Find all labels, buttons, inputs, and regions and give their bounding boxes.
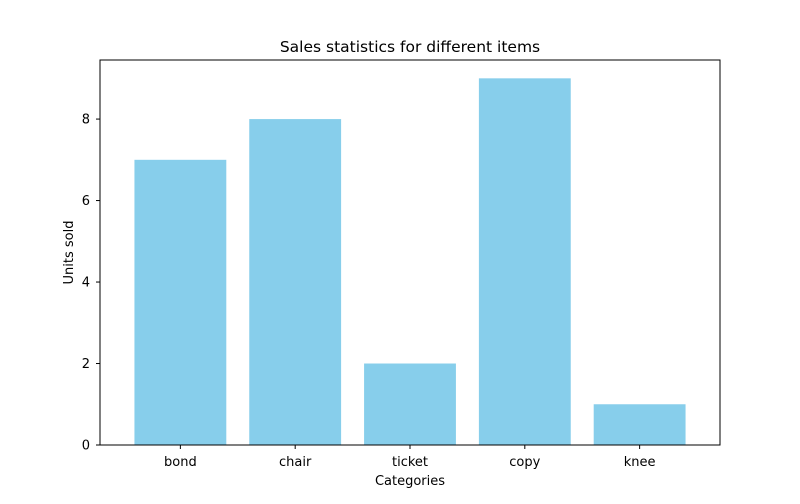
- y-tick-label: 6: [82, 194, 90, 209]
- x-axis-label: Categories: [375, 474, 445, 489]
- bar-ticket: [364, 363, 456, 445]
- x-axis-ticks: bond chair ticket copy knee: [164, 445, 656, 470]
- y-tick-label: 2: [82, 357, 90, 372]
- bar-knee: [593, 404, 686, 445]
- y-axis-label: Units sold: [62, 221, 77, 285]
- bars-group: [134, 78, 686, 446]
- plot-frame: [99, 59, 721, 446]
- x-tick-label: chair: [279, 455, 312, 470]
- x-tick-label: copy: [509, 455, 540, 470]
- y-tick-label: 0: [82, 439, 90, 454]
- bar-copy: [478, 78, 571, 445]
- x-tick-label: ticket: [392, 455, 428, 470]
- y-tick-label: 4: [82, 276, 90, 291]
- x-tick-label: knee: [624, 455, 656, 470]
- bar-chair: [249, 119, 342, 446]
- x-tick-label: bond: [164, 455, 197, 470]
- y-tick-label: 8: [82, 113, 90, 128]
- y-axis-ticks: 0 2 4 6 8: [82, 113, 100, 454]
- bar-bond: [134, 159, 227, 445]
- chart-title: Sales statistics for different items: [280, 38, 540, 56]
